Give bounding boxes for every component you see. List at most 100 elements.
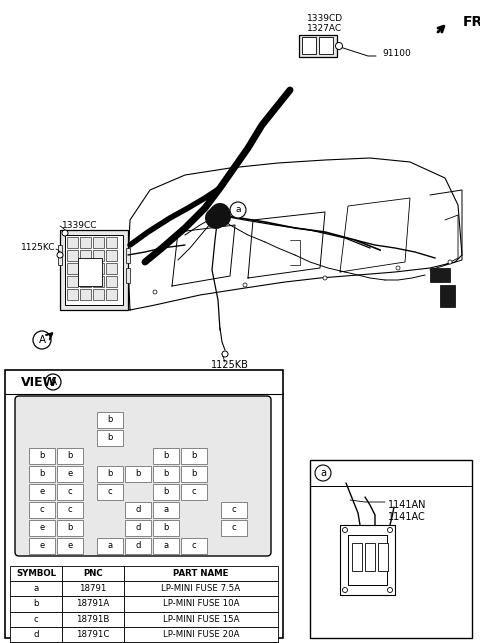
Text: b: b [67, 523, 72, 532]
Bar [221, 502, 247, 518]
Bar [106, 289, 117, 300]
Bar [124, 627, 278, 642]
Text: PART NAME: PART NAME [173, 569, 228, 578]
Bar [106, 237, 117, 248]
Bar [29, 520, 55, 536]
Bar [126, 268, 130, 283]
Text: b: b [67, 451, 72, 460]
Text: d: d [135, 523, 141, 532]
Bar [29, 538, 55, 554]
Text: c: c [68, 487, 72, 496]
Text: LP-MINI FUSE 10A: LP-MINI FUSE 10A [163, 599, 239, 608]
Bar [10, 642, 62, 643]
Bar [80, 263, 91, 274]
Bar [181, 466, 207, 482]
Bar [125, 466, 151, 482]
Text: LP-MINI FUSE 20A: LP-MINI FUSE 20A [163, 630, 239, 639]
Bar [62, 627, 124, 642]
FancyBboxPatch shape [15, 396, 271, 556]
Bar [93, 263, 104, 274]
Text: b: b [108, 415, 113, 424]
Text: e: e [39, 523, 45, 532]
Bar [29, 502, 55, 518]
Bar [10, 597, 62, 611]
Text: a: a [163, 505, 168, 514]
Text: b: b [163, 487, 168, 496]
Bar [10, 566, 62, 581]
Bar [97, 430, 123, 446]
Bar [153, 448, 179, 464]
Text: a: a [320, 468, 326, 478]
Text: a: a [163, 541, 168, 550]
Text: SYMBOL: SYMBOL [16, 569, 56, 578]
Text: c: c [232, 505, 236, 514]
Bar [181, 448, 207, 464]
Bar [125, 520, 151, 536]
Bar [153, 520, 179, 536]
Circle shape [208, 205, 228, 225]
Text: b: b [108, 433, 113, 442]
Bar [181, 538, 207, 554]
Bar [124, 611, 278, 627]
Circle shape [210, 203, 230, 223]
Bar [80, 250, 91, 261]
Text: b: b [192, 451, 197, 460]
Circle shape [205, 208, 225, 228]
Bar [62, 597, 124, 611]
Bar [80, 237, 91, 248]
Text: PNC: PNC [83, 569, 103, 578]
Text: c: c [232, 523, 236, 532]
Bar [124, 597, 278, 611]
Bar [67, 250, 78, 261]
Text: e: e [67, 541, 72, 550]
Circle shape [211, 207, 231, 227]
Bar [299, 35, 337, 57]
Text: 1125KB: 1125KB [211, 360, 249, 370]
Bar [378, 543, 388, 571]
Bar [106, 250, 117, 261]
Bar [153, 484, 179, 500]
Text: 1339CD
1327AC: 1339CD 1327AC [307, 14, 343, 33]
Circle shape [222, 351, 228, 357]
Bar [97, 484, 123, 500]
Bar [352, 543, 362, 571]
Bar [80, 289, 91, 300]
Circle shape [45, 374, 61, 390]
Text: c: c [192, 541, 196, 550]
Text: b: b [163, 451, 168, 460]
Bar [62, 611, 124, 627]
Circle shape [315, 465, 331, 481]
Circle shape [62, 230, 68, 236]
Bar [97, 412, 123, 428]
Text: 1125KC: 1125KC [21, 244, 55, 253]
Bar [153, 502, 179, 518]
Bar [67, 276, 78, 287]
Text: LP-MINI FUSE 7.5A: LP-MINI FUSE 7.5A [161, 584, 240, 593]
Circle shape [57, 252, 63, 258]
Bar [80, 276, 91, 287]
Text: b: b [39, 451, 45, 460]
Circle shape [230, 202, 246, 218]
Circle shape [336, 42, 343, 50]
Bar [440, 285, 455, 307]
Bar [106, 276, 117, 287]
Bar [62, 581, 124, 597]
Circle shape [387, 588, 393, 592]
Text: c: c [68, 505, 72, 514]
Bar [430, 268, 450, 282]
Text: d: d [33, 630, 39, 639]
Bar [62, 642, 124, 643]
Text: A: A [38, 335, 46, 345]
Text: a: a [34, 584, 38, 593]
Bar [124, 642, 278, 643]
Bar [58, 245, 62, 265]
Bar [29, 466, 55, 482]
Circle shape [206, 209, 226, 229]
Text: c: c [192, 487, 196, 496]
Bar [10, 627, 62, 642]
Text: 1339CC: 1339CC [61, 221, 97, 230]
Bar [310, 460, 472, 638]
Circle shape [323, 276, 327, 280]
Bar [10, 611, 62, 627]
Bar [93, 237, 104, 248]
